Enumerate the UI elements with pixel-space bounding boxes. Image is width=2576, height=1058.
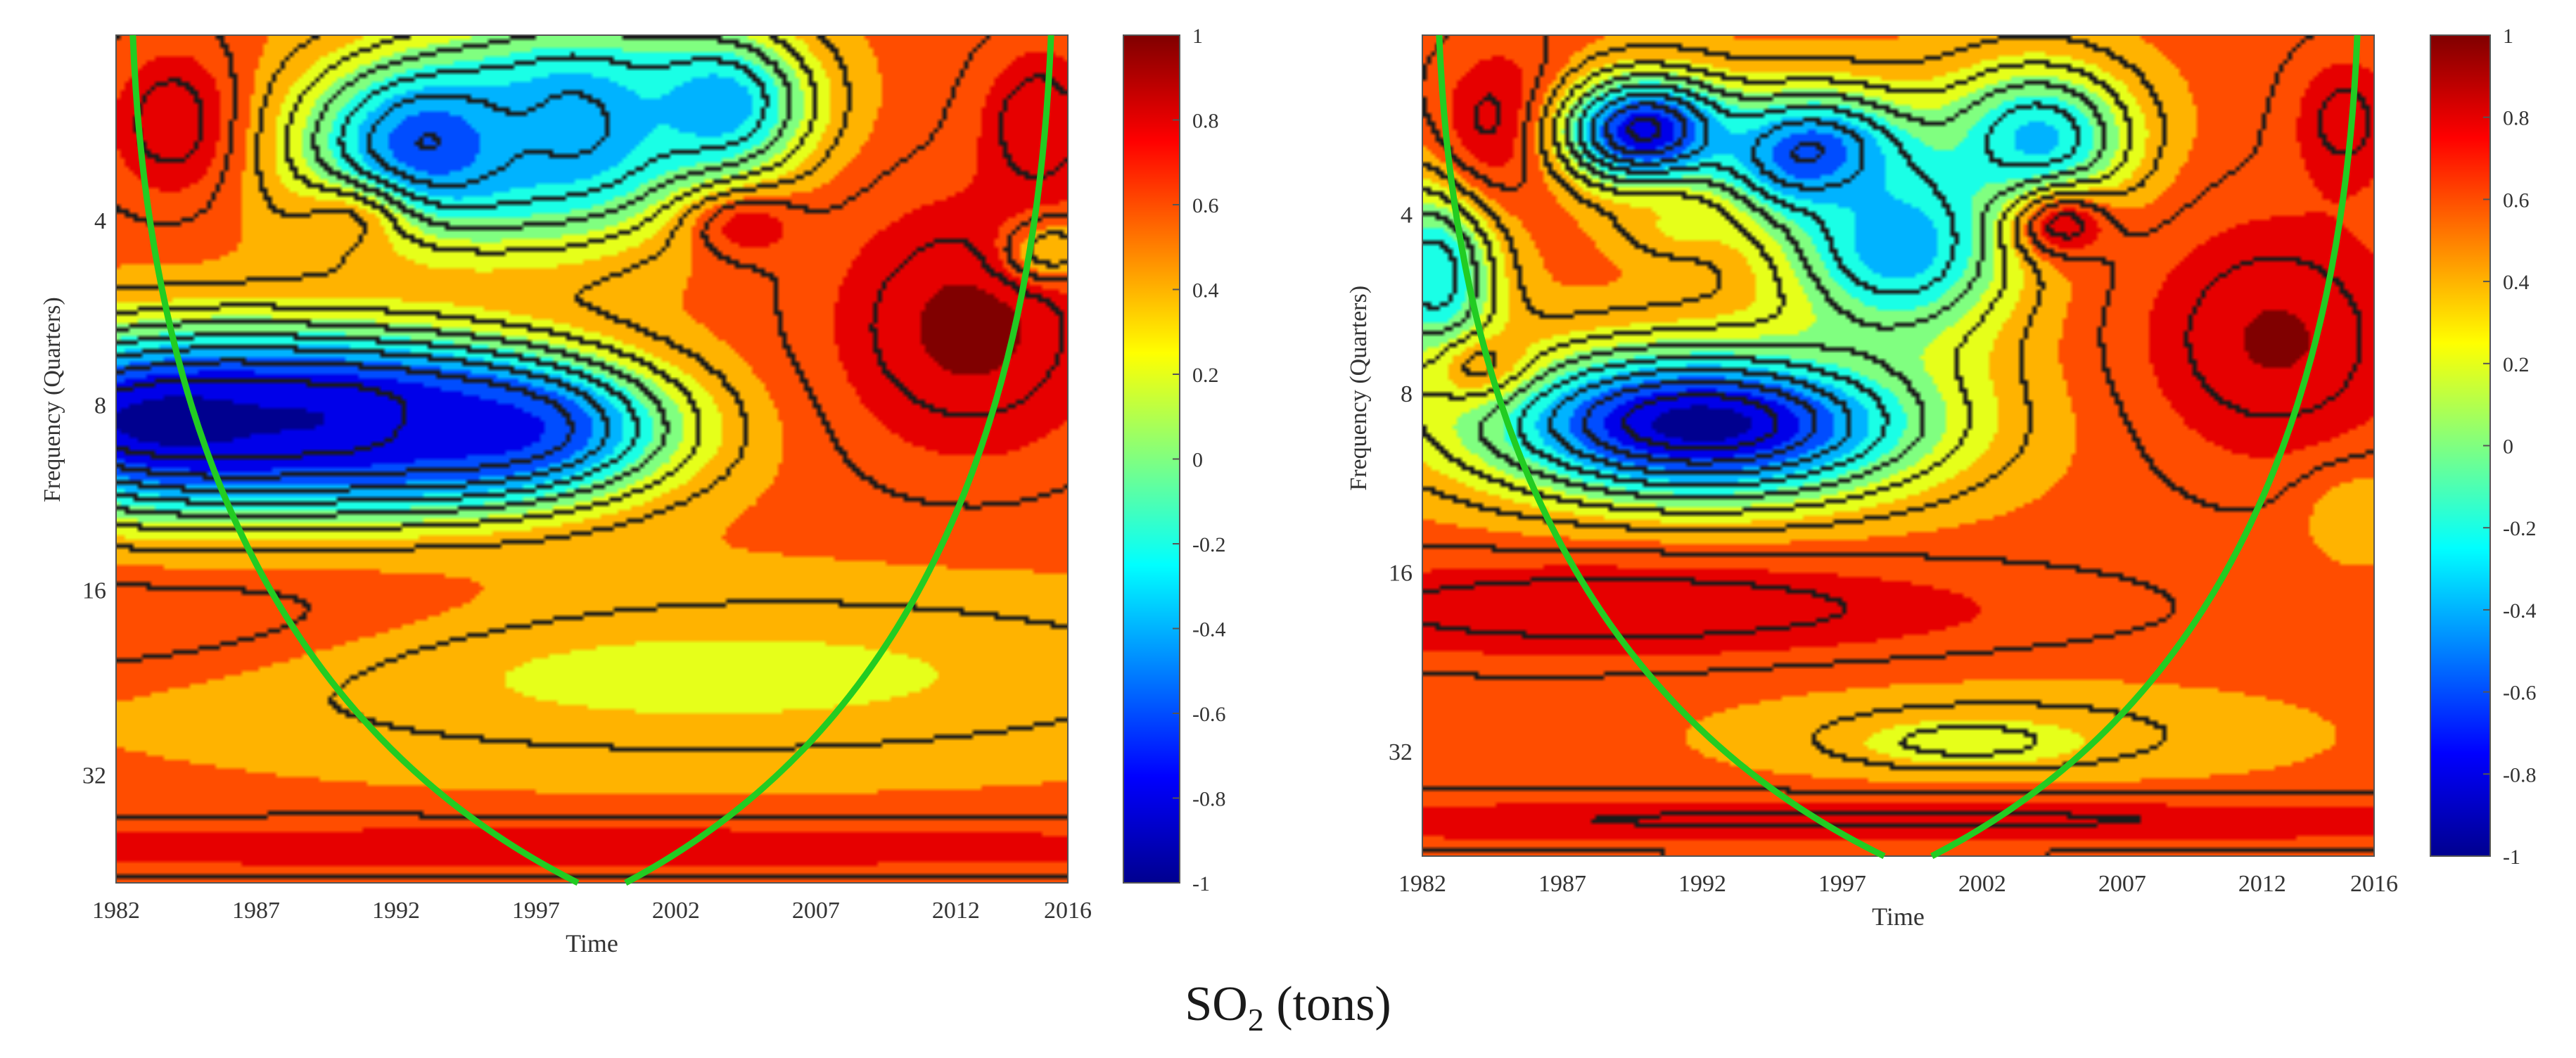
colorbar-tick-label-right: 0: [2503, 435, 2513, 459]
x-axis-label-left: Time: [566, 929, 618, 957]
x-tick-label-right: 2016: [2350, 871, 2398, 897]
colorbar-tick-label-left: -1: [1192, 872, 1210, 896]
colorbar-tick-label-left: 0.8: [1192, 110, 1219, 133]
colorbar-tick-label-right: -0.2: [2503, 517, 2537, 540]
y-tick-label-left: 16: [82, 578, 106, 604]
y-axis-label-left: Frequency (Quarters): [39, 297, 65, 502]
x-tick-label-right: 1987: [1538, 871, 1586, 897]
y-tick-label-left: 8: [94, 393, 106, 419]
chart-panel-left: 1982 1987 1992 1997 2002 2007 2012 2016 Time 4 8 16…: [39, 25, 1226, 957]
caption-rest: (tons): [1263, 977, 1391, 1031]
y-tick-label-right: 16: [1389, 561, 1413, 587]
x-tick-label-left: 2007: [792, 898, 840, 924]
chart-panel-right: 1982 1987 1992 1997 2002 2007 2012 2016 Time 4 8 16…: [1346, 25, 2537, 931]
plot-frame-right: [1422, 34, 2375, 857]
colorbar-tick-label-right: -1: [2503, 846, 2520, 869]
cone-of-influence-left-right: [1436, 34, 1886, 860]
coherence-heatmap-right: [1422, 35, 2374, 856]
colorbar-tick-label-left: -0.6: [1192, 703, 1226, 726]
colorbar-tick-label-right: 0.4: [2503, 271, 2530, 294]
colorbar-tick-label-right: 0.8: [2503, 107, 2530, 130]
y-tick-label-right: 4: [1401, 203, 1413, 229]
x-tick-label-left: 1997: [512, 898, 560, 924]
colorbar-right: [2430, 34, 2491, 857]
colorbar-tick-label-right: -0.8: [2503, 763, 2537, 786]
x-tick-label-right: 1997: [1818, 871, 1866, 897]
colorbar-tick-label-left: 1: [1192, 25, 1203, 48]
y-tick-label-left: 4: [94, 208, 106, 234]
figure-caption: SO2 (tons): [0, 976, 2576, 1038]
x-tick-label-right: 2012: [2238, 871, 2286, 897]
colorbar-tick-label-left: -0.4: [1192, 618, 1226, 642]
colorbar-tick-label-left: 0.6: [1192, 194, 1219, 217]
colorbar-tick-label-left: 0.2: [1192, 364, 1219, 387]
plot-frame-left: [115, 34, 1069, 884]
coherence-heatmap-left: [116, 35, 1068, 883]
colorbar-tick-label-right: -0.6: [2503, 682, 2537, 705]
x-tick-label-right: 1982: [1398, 871, 1446, 897]
y-tick-label-right: 32: [1389, 739, 1413, 765]
colorbar-tick-label-right: 0.2: [2503, 353, 2530, 376]
y-tick-label-right: 8: [1401, 381, 1413, 407]
x-tick-label-right: 2007: [2098, 871, 2146, 897]
x-tick-label-left: 1982: [92, 898, 140, 924]
cone-of-influence-right-right: [1930, 34, 2361, 860]
cone-of-influence-right-left: [624, 34, 1054, 886]
x-tick-label-right: 1992: [1678, 871, 1726, 897]
x-tick-label-right: 2002: [1958, 871, 2006, 897]
colorbar-tick-label-left: 0.4: [1192, 279, 1219, 302]
x-tick-label-left: 2002: [652, 898, 700, 924]
colorbar-tick-label-left: 0: [1192, 449, 1203, 472]
colorbar-tick-label-right: -0.4: [2503, 599, 2537, 623]
x-tick-label-left: 1992: [372, 898, 420, 924]
colorbar-tick-label-left: -0.2: [1192, 533, 1226, 556]
colorbar-tick-label-left: -0.8: [1192, 788, 1226, 811]
cone-of-influence-left-left: [129, 34, 580, 886]
x-axis-label-right: Time: [1872, 903, 1925, 931]
x-tick-label-left: 2012: [932, 898, 980, 924]
caption-main: SO: [1185, 977, 1248, 1031]
caption-subscript: 2: [1247, 1002, 1264, 1038]
y-axis-label-right: Frequency (Quarters): [1346, 286, 1372, 491]
x-tick-label-left: 2016: [1044, 898, 1092, 924]
colorbar-tick-label-right: 1: [2503, 25, 2513, 48]
colorbar-tick-label-right: 0.6: [2503, 189, 2530, 212]
colorbar-left: [1123, 34, 1180, 884]
x-tick-label-left: 1987: [232, 898, 280, 924]
y-tick-label-left: 32: [82, 763, 106, 789]
